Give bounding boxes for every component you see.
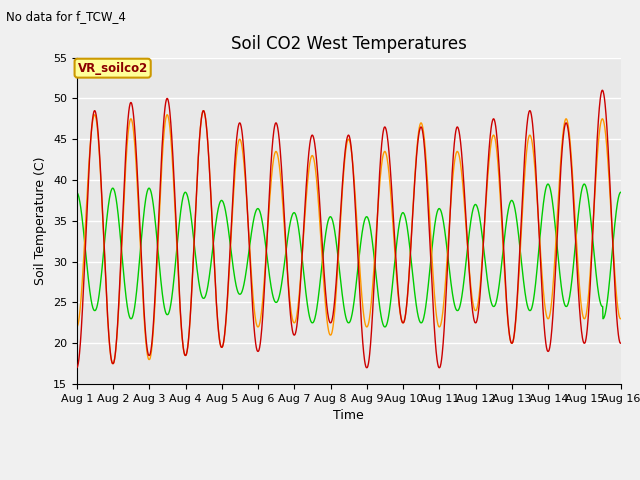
TCW_3	[73, 190, 81, 195]
TCW_2	[73, 324, 81, 330]
TCW_3	[87, 296, 95, 302]
TCW_1	[140, 306, 148, 312]
TCW_3	[544, 181, 552, 187]
TCW_3	[478, 232, 486, 238]
Text: No data for f_TCW_4: No data for f_TCW_4	[6, 10, 126, 23]
Line: TCW_2: TCW_2	[77, 110, 621, 363]
TCW_2	[479, 254, 486, 260]
TCW_1	[87, 133, 95, 139]
TCW_3	[617, 189, 625, 195]
TCW_2	[109, 360, 116, 366]
Line: TCW_1: TCW_1	[77, 90, 621, 368]
TCW_3	[319, 257, 326, 263]
TCW_2	[140, 317, 148, 323]
TCW_1	[617, 340, 625, 346]
TCW_2	[200, 108, 207, 113]
TCW_2	[319, 270, 327, 276]
TCW_1	[598, 87, 606, 93]
TCW_3	[140, 210, 148, 216]
TCW_1	[247, 275, 255, 281]
TCW_1	[478, 267, 486, 273]
TCW_2	[248, 273, 255, 278]
TCW_1	[252, 341, 260, 347]
Text: VR_soilco2: VR_soilco2	[77, 61, 148, 75]
TCW_1	[73, 365, 81, 371]
TCW_2	[87, 133, 95, 139]
TCW_1	[319, 246, 326, 252]
TCW_3	[252, 209, 260, 215]
TCW_3	[247, 234, 255, 240]
TCW_3	[381, 324, 388, 330]
Y-axis label: Soil Temperature (C): Soil Temperature (C)	[35, 156, 47, 285]
TCW_2	[252, 321, 260, 326]
Legend: TCW_1, TCW_2, TCW_3: TCW_1, TCW_2, TCW_3	[193, 479, 504, 480]
Line: TCW_3: TCW_3	[77, 184, 621, 327]
X-axis label: Time: Time	[333, 409, 364, 422]
TCW_2	[617, 316, 625, 322]
Title: Soil CO2 West Temperatures: Soil CO2 West Temperatures	[231, 35, 467, 53]
